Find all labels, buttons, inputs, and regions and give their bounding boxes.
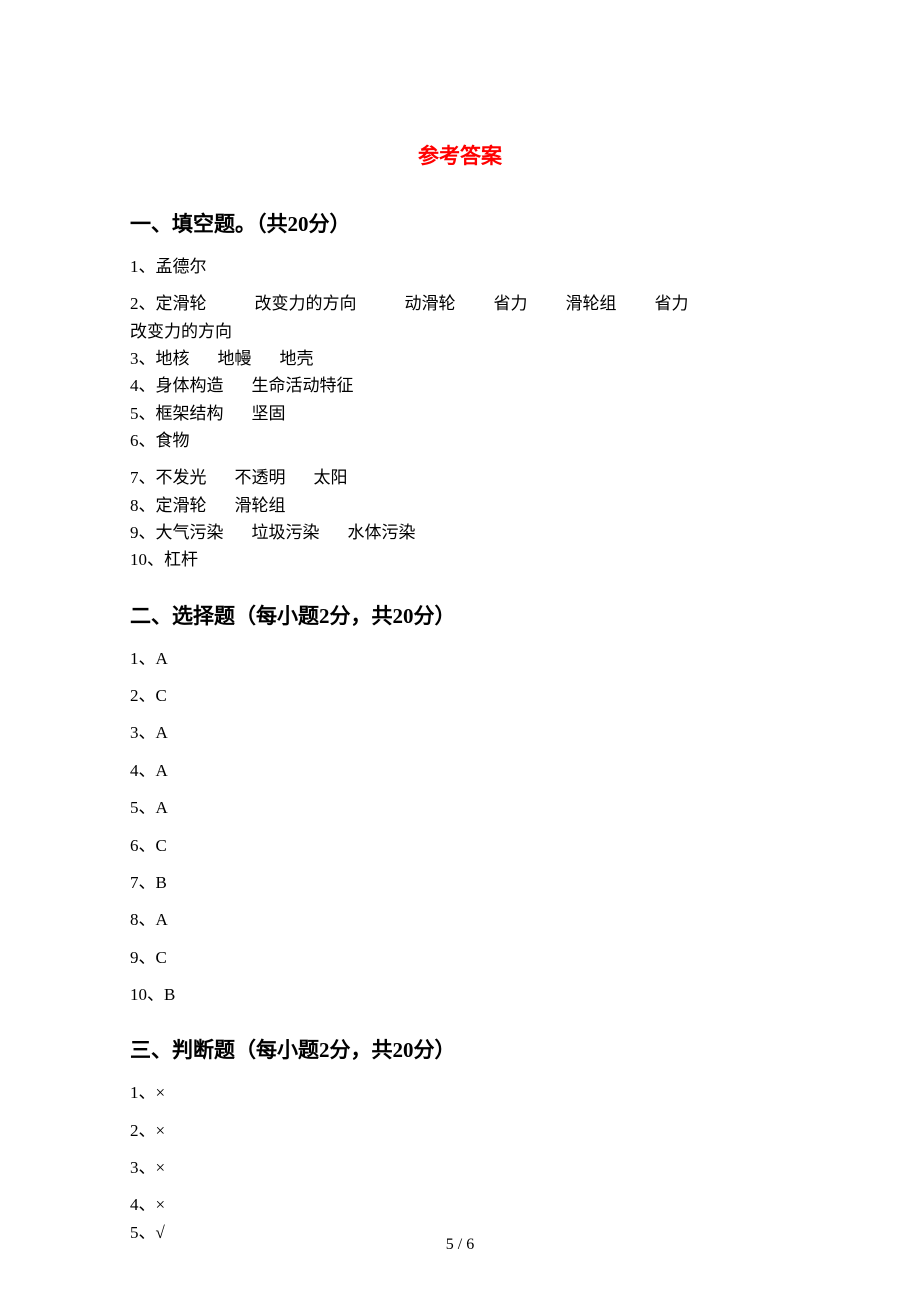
- s2-item10: 10、B: [130, 982, 790, 1008]
- s2-item9: 9、C: [130, 945, 790, 971]
- page-title: 参考答案: [130, 140, 790, 170]
- s1-i3c: 地壳: [280, 349, 314, 368]
- s1-i2e: 滑轮组: [566, 294, 617, 313]
- s1-i2d: 省力: [494, 294, 528, 313]
- s1-i5b: 坚固: [252, 404, 286, 423]
- s2-item7: 7、B: [130, 870, 790, 896]
- s1-item2-line2: 改变力的方向: [130, 319, 790, 345]
- section2-header: 二、选择题（每小题2分，共20分）: [130, 600, 790, 630]
- s2-item5: 5、A: [130, 795, 790, 821]
- s1-i2b: 改变力的方向: [255, 294, 357, 313]
- s1-item8: 8、定滑轮 滑轮组: [130, 493, 790, 519]
- s2-item6: 6、C: [130, 833, 790, 859]
- s2-item8: 8、A: [130, 907, 790, 933]
- s1-item7: 7、不发光 不透明 太阳: [130, 465, 790, 491]
- s1-item3: 3、地核 地幔 地壳: [130, 346, 790, 372]
- s1-i3a: 3、地核: [130, 349, 190, 368]
- section1-header: 一、填空题。（共20分）: [130, 208, 790, 238]
- s1-i2f: 省力: [655, 294, 689, 313]
- s3-item4: 4、×: [130, 1192, 790, 1218]
- s1-i7b: 不透明: [235, 468, 286, 487]
- s2-item4: 4、A: [130, 758, 790, 784]
- s2-item3: 3、A: [130, 720, 790, 746]
- s1-item9: 9、大气污染 垃圾污染 水体污染: [130, 520, 790, 546]
- s1-item5: 5、框架结构 坚固: [130, 401, 790, 427]
- s1-i7a: 7、不发光: [130, 468, 207, 487]
- s2-item2: 2、C: [130, 683, 790, 709]
- s1-i3b: 地幔: [218, 349, 252, 368]
- s1-i4b: 生命活动特征: [252, 376, 354, 395]
- s1-item4: 4、身体构造 生命活动特征: [130, 373, 790, 399]
- s1-i8b: 滑轮组: [235, 496, 286, 515]
- s3-item3: 3、×: [130, 1155, 790, 1181]
- s1-item2-line1: 2、定滑轮 改变力的方向 动滑轮 省力 滑轮组 省力: [130, 291, 790, 317]
- s1-i2a: 2、定滑轮: [130, 294, 207, 313]
- s1-item6: 6、食物: [130, 428, 790, 454]
- s1-i9b: 垃圾污染: [252, 523, 320, 542]
- s1-i5a: 5、框架结构: [130, 404, 224, 423]
- s3-item2: 2、×: [130, 1118, 790, 1144]
- s1-i2c: 动滑轮: [405, 294, 456, 313]
- s1-item1: 1、孟德尔: [130, 254, 790, 280]
- s1-i4a: 4、身体构造: [130, 376, 224, 395]
- s1-i9a: 9、大气污染: [130, 523, 224, 542]
- page-number: 5 / 6: [0, 1236, 920, 1254]
- s1-i7c: 太阳: [314, 468, 348, 487]
- s2-item1: 1、A: [130, 646, 790, 672]
- s1-item10: 10、杠杆: [130, 547, 790, 573]
- s1-i8a: 8、定滑轮: [130, 496, 207, 515]
- section3-header: 三、判断题（每小题2分，共20分）: [130, 1034, 790, 1064]
- s3-item1: 1、×: [130, 1080, 790, 1106]
- s1-i9c: 水体污染: [348, 523, 416, 542]
